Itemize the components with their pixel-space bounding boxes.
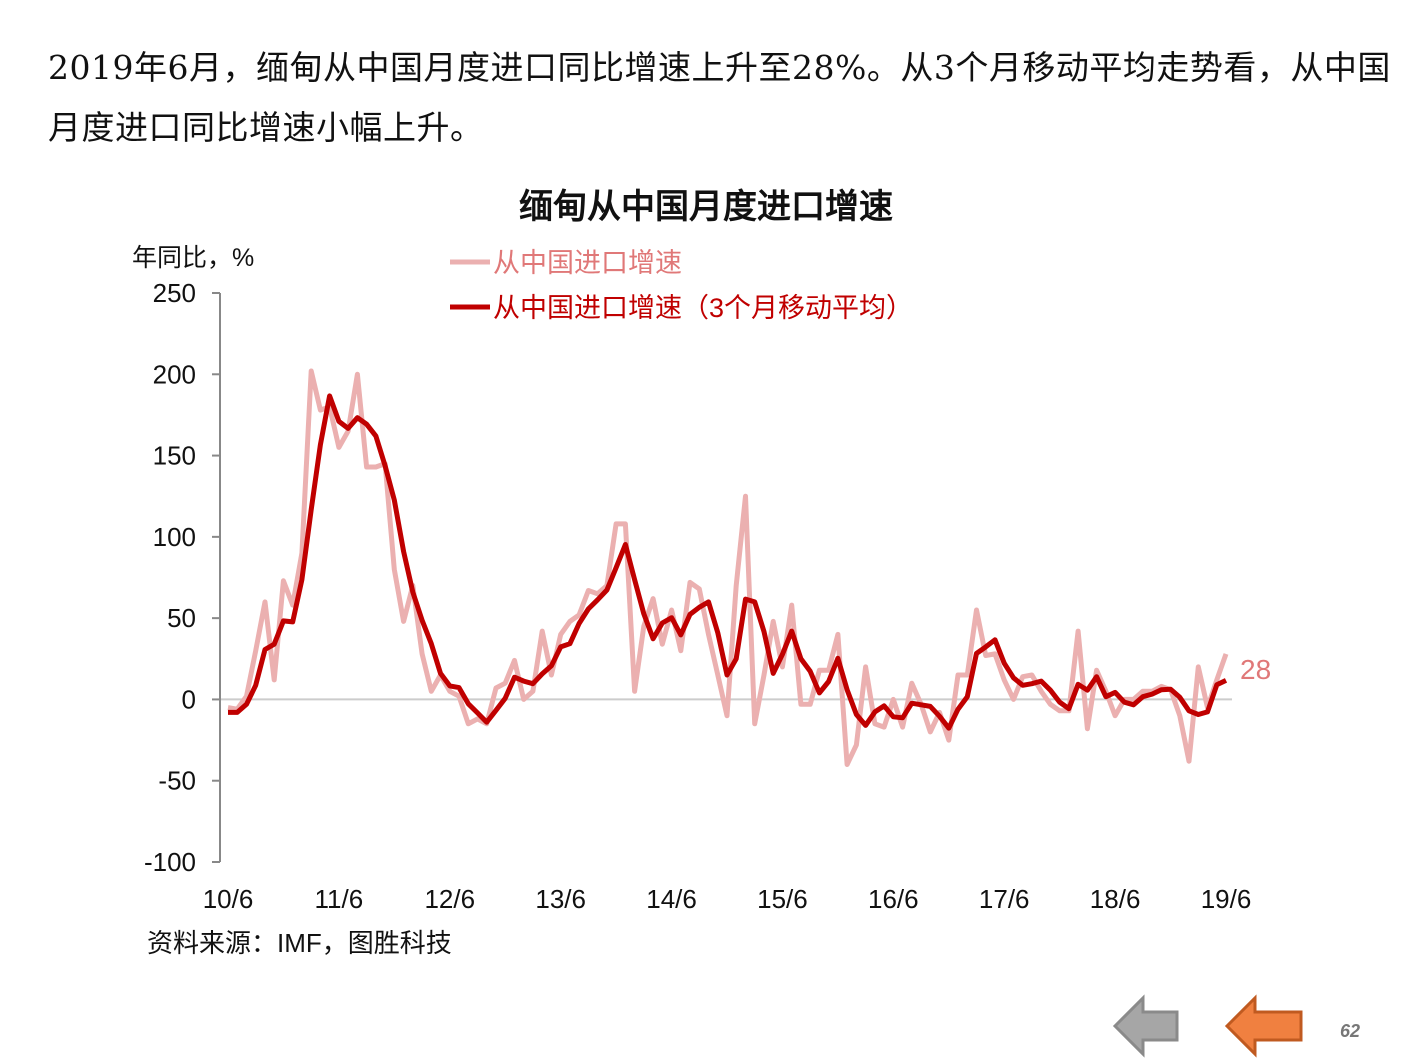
y-tick-label: 100: [153, 522, 196, 552]
left-arrow-gray-icon: [1112, 994, 1179, 1058]
left-arrow-orange-icon: [1224, 994, 1303, 1058]
chart-title: 缅甸从中国月度进口增速: [519, 188, 893, 226]
x-tick-label: 13/6: [535, 884, 586, 914]
x-tick-label: 10/6: [203, 884, 254, 914]
x-tick-label: 16/6: [868, 884, 919, 914]
legend-label-raw: 从中国进口增速: [493, 248, 682, 278]
series-line-raw: [227, 368, 1229, 767]
y-tick-label: -50: [158, 766, 196, 796]
x-tick-label: 14/6: [646, 884, 697, 914]
y-tick-label: 150: [153, 441, 196, 471]
legend: 从中国进口增速 从中国进口增速（3个月移动平均）: [450, 248, 913, 323]
x-tick-label: 11/6: [315, 884, 364, 914]
back-arrow-button[interactable]: [1112, 994, 1179, 1058]
last-value-label: 28: [1240, 654, 1271, 685]
y-tick-label: 250: [153, 278, 196, 308]
page-number: 62: [1340, 1021, 1361, 1041]
headline: 2019年6月，缅甸从中国月度进口同比增速上升至28%。从3个月移动平均走势看，…: [48, 48, 1391, 147]
x-tick-label: 17/6: [979, 884, 1030, 914]
y-tick-label: 200: [153, 359, 196, 389]
x-tick-label: 18/6: [1090, 884, 1141, 914]
x-tick-label: 12/6: [424, 884, 475, 914]
y-tick-label: -100: [144, 847, 196, 877]
legend-label-ma: 从中国进口增速（3个月移动平均）: [493, 293, 913, 323]
x-tick-label: 19/6: [1201, 884, 1252, 914]
y-tick-label: 50: [167, 603, 196, 633]
y-tick-label: 0: [182, 684, 196, 714]
y-axis-label: 年同比，%: [132, 244, 254, 272]
x-tick-label: 15/6: [757, 884, 808, 914]
return-arrow-button[interactable]: [1224, 994, 1303, 1058]
series-line-ma: [228, 393, 1228, 731]
source-note: 资料来源：IMF，图胜科技: [147, 928, 452, 958]
